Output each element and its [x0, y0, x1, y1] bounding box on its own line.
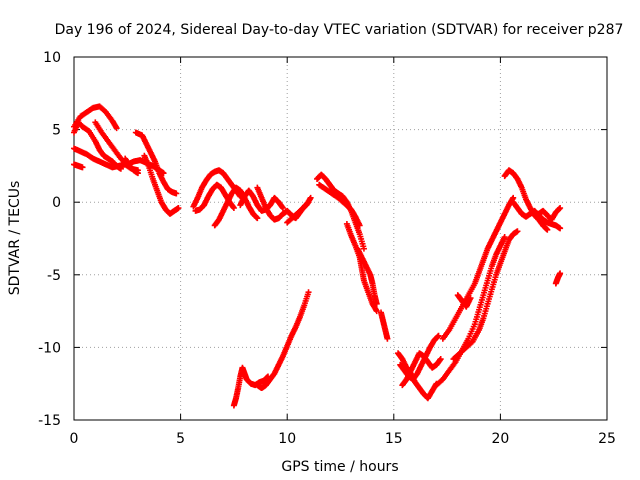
x-tick-label: 10 [278, 431, 296, 447]
y-tick-label: -10 [38, 340, 61, 356]
data-point [437, 356, 444, 363]
data-point [514, 228, 521, 235]
data-point [113, 125, 120, 132]
y-tick-label: -5 [47, 268, 61, 284]
data-point [373, 300, 380, 307]
data-point [435, 332, 442, 339]
data-point [384, 335, 391, 342]
data-point [254, 215, 261, 222]
series-arc-21 [378, 309, 391, 342]
chart-title: Day 196 of 2024, Sidereal Day-to-day VTE… [55, 22, 624, 38]
data-point [360, 245, 367, 252]
grid [74, 57, 607, 420]
data-markers [71, 103, 564, 409]
series-arc-18 [316, 181, 363, 229]
data-point [173, 190, 180, 197]
x-tick-label: 5 [176, 431, 185, 447]
x-axis-label: GPS time / hours [281, 459, 398, 475]
x-tick-label: 25 [598, 431, 616, 447]
data-point [305, 289, 312, 296]
data-point [307, 194, 314, 201]
series-arc-4 [71, 161, 86, 171]
data-point [373, 308, 380, 315]
data-point [230, 205, 237, 212]
data-point [79, 164, 86, 171]
data-point [175, 205, 182, 212]
y-axis-label: SDTVAR / TECUs [7, 181, 23, 296]
data-point [134, 170, 141, 177]
series-arc-20 [354, 245, 380, 307]
series-arc-32 [552, 270, 564, 287]
y-tick-label: 10 [43, 50, 61, 66]
x-tick-label: 0 [70, 431, 79, 447]
data-point [501, 234, 508, 241]
series-arc-16 [254, 289, 312, 392]
plot-frame [73, 56, 608, 421]
y-tick-label: 0 [52, 195, 61, 211]
data-point [557, 205, 564, 212]
axis-ticks: 0 5 10 15 20 25 -15 -10 -5 0 5 10 [38, 50, 616, 447]
series-arc-7 [132, 129, 180, 197]
y-tick-label: 5 [52, 123, 61, 139]
series-arc-25 [433, 234, 508, 389]
series-arc-27 [450, 228, 521, 363]
y-tick-label: -15 [38, 413, 61, 429]
data-point [544, 226, 551, 233]
data-point [356, 222, 363, 229]
x-tick-label: 20 [491, 431, 509, 447]
data-point [557, 225, 564, 232]
data-point [557, 270, 564, 277]
series-arc-28 [454, 292, 474, 310]
series-arc-8 [141, 152, 182, 217]
series-arc-24 [399, 350, 444, 389]
series-arc-31 [535, 205, 564, 223]
series-arc-29 [501, 167, 551, 233]
series-arc-14 [284, 194, 314, 226]
series-arc-6 [122, 155, 141, 177]
data-point [467, 295, 474, 302]
x-tick-label: 15 [385, 431, 403, 447]
data-point [279, 205, 286, 212]
